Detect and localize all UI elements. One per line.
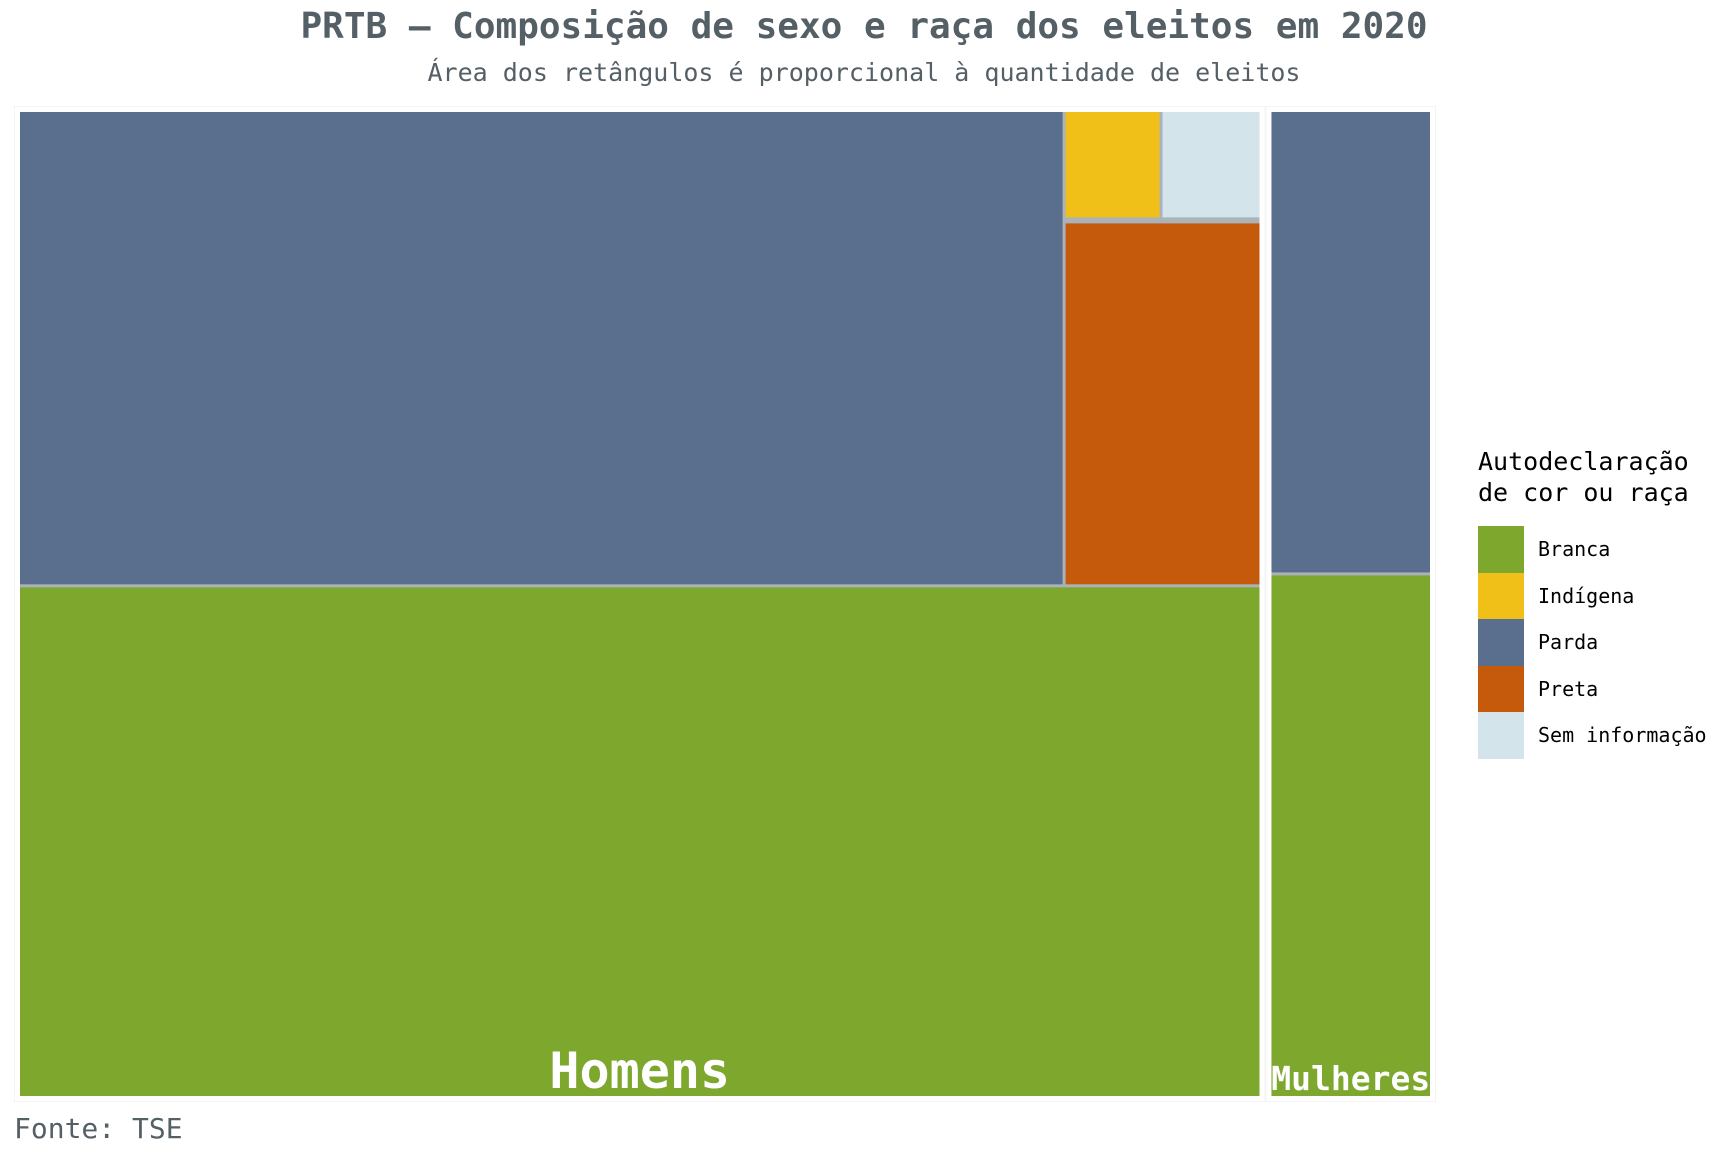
legend: Autodeclaração de cor ou raça Branca Indí… [1478,446,1718,759]
legend-items: Branca Indígena Parda Preta Sem informação [1478,526,1718,759]
legend-item: Sem informação [1478,712,1718,759]
legend-item: Parda [1478,619,1718,666]
treemap-cell-branca [1271,575,1430,1096]
legend-item: Indígena [1478,572,1718,619]
legend-swatch [1478,619,1524,666]
source-note: Fonte: TSE [14,1112,183,1145]
legend-label: Sem informação [1538,723,1707,748]
chart-subtitle: Área dos retângulos é proporcional à qua… [427,58,1301,87]
group-label-mulheres: Mulheres [1271,1059,1430,1098]
treemap-cell-indígena [1065,112,1160,218]
legend-label: Branca [1538,537,1611,562]
treemap-cell-parda [20,112,1063,585]
treemap-cell-parda [1271,112,1430,573]
chart-title: PRTB – Composição de sexo e raça dos ele… [300,6,1428,47]
legend-swatch [1478,572,1524,619]
legend-item: Branca [1478,526,1718,573]
legend-swatch [1478,665,1524,712]
legend-title: Autodeclaração de cor ou raça [1478,447,1689,507]
legend-label: Indígena [1538,583,1635,608]
legend-swatch [1478,712,1524,759]
legend-label: Parda [1538,630,1599,655]
legend-swatch [1478,526,1524,573]
legend-label: Preta [1538,676,1599,701]
legend-item: Preta [1478,665,1718,712]
treemap-cell-branca [20,587,1260,1096]
treemap-cell-sem-informação [1162,112,1260,218]
group-label-homens: Homens [549,1042,730,1100]
treemap-cell-preta [1065,223,1260,585]
